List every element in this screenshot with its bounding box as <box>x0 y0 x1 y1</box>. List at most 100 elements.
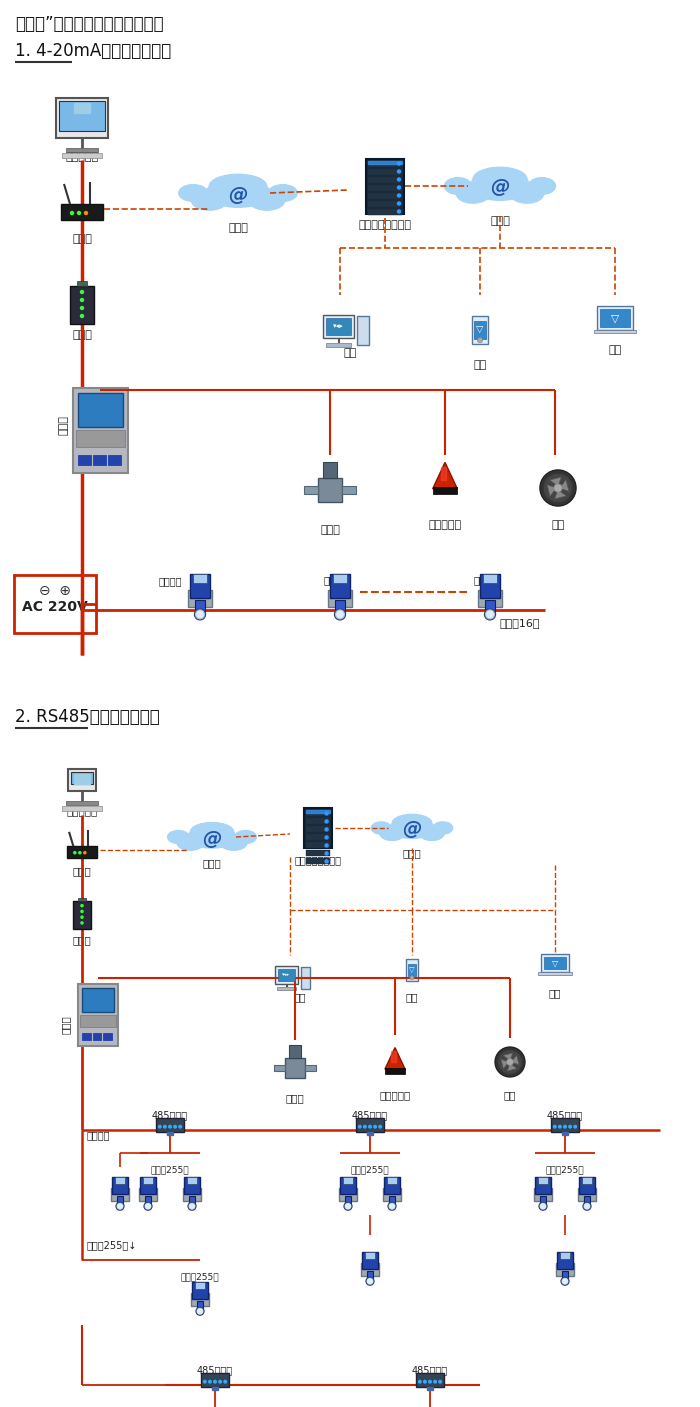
Circle shape <box>188 1202 196 1210</box>
Circle shape <box>74 851 76 854</box>
Circle shape <box>398 179 400 182</box>
Bar <box>69 770 96 791</box>
Bar <box>66 148 98 152</box>
Bar <box>318 478 342 502</box>
Circle shape <box>486 611 493 618</box>
Bar <box>387 1178 397 1183</box>
Ellipse shape <box>473 167 527 191</box>
Circle shape <box>358 1126 361 1128</box>
Circle shape <box>398 162 400 165</box>
Bar <box>368 160 402 163</box>
Text: ▽: ▽ <box>611 314 619 324</box>
Bar <box>274 1065 285 1071</box>
Circle shape <box>554 484 562 492</box>
Circle shape <box>78 211 80 214</box>
Circle shape <box>325 836 328 839</box>
Text: 通讯线: 通讯线 <box>59 415 69 435</box>
Bar <box>367 1271 374 1282</box>
Polygon shape <box>512 1055 519 1065</box>
Text: 转换器: 转换器 <box>72 331 92 340</box>
Text: @: @ <box>490 179 510 197</box>
Text: 1. 4-20mA信号连接系统图: 1. 4-20mA信号连接系统图 <box>15 42 172 61</box>
Bar <box>541 954 568 972</box>
Bar <box>108 454 120 464</box>
Bar <box>62 806 102 810</box>
Text: 485中继器: 485中继器 <box>197 1365 233 1375</box>
Bar <box>361 1263 379 1276</box>
Text: 安柏尔网络服务器: 安柏尔网络服务器 <box>295 855 342 865</box>
Bar <box>307 810 330 813</box>
Bar <box>188 1196 195 1206</box>
Circle shape <box>583 1202 591 1210</box>
Text: 可连接255台: 可连接255台 <box>351 1165 389 1173</box>
Bar <box>78 985 118 1045</box>
Text: ▾◂▸: ▾◂▸ <box>333 324 344 329</box>
Bar <box>534 1189 552 1202</box>
Bar <box>307 858 330 864</box>
Bar <box>580 1176 594 1195</box>
Bar <box>307 843 330 848</box>
Bar <box>552 1119 579 1131</box>
Bar <box>561 1271 568 1282</box>
Bar <box>485 599 495 615</box>
Text: 信号输出: 信号输出 <box>87 1130 111 1140</box>
Bar <box>276 986 296 991</box>
Bar <box>365 1252 375 1259</box>
Circle shape <box>197 611 203 618</box>
Circle shape <box>368 1279 372 1283</box>
Circle shape <box>85 211 88 214</box>
Circle shape <box>325 860 328 862</box>
Bar <box>332 574 347 582</box>
Bar <box>275 965 298 983</box>
Ellipse shape <box>177 836 204 850</box>
Circle shape <box>540 470 576 507</box>
Bar <box>139 1189 157 1202</box>
Circle shape <box>81 916 83 919</box>
Text: 终端: 终端 <box>549 988 561 998</box>
Bar <box>475 321 486 339</box>
Bar <box>115 1178 125 1183</box>
Text: 可连接255台: 可连接255台 <box>546 1165 584 1173</box>
Text: 互联网: 互联网 <box>490 217 510 227</box>
Circle shape <box>484 609 496 620</box>
Polygon shape <box>385 1048 405 1069</box>
Bar <box>561 1131 568 1135</box>
Circle shape <box>564 1126 566 1128</box>
Circle shape <box>224 1380 227 1383</box>
Bar <box>578 1189 596 1202</box>
Text: 信号输出: 信号输出 <box>473 575 497 585</box>
Circle shape <box>190 1204 195 1209</box>
Circle shape <box>561 1278 569 1286</box>
Circle shape <box>325 812 328 815</box>
Polygon shape <box>547 484 556 497</box>
Bar <box>143 1178 153 1183</box>
Bar <box>78 898 85 902</box>
Bar <box>92 454 106 464</box>
Bar <box>356 1119 384 1131</box>
Bar <box>416 1373 444 1387</box>
Bar <box>73 387 127 473</box>
Ellipse shape <box>192 191 227 210</box>
Bar <box>408 964 416 976</box>
Bar <box>340 1189 357 1202</box>
Circle shape <box>419 1380 421 1383</box>
Ellipse shape <box>528 177 556 194</box>
Bar <box>367 1131 373 1135</box>
Circle shape <box>71 211 74 214</box>
Bar <box>536 1176 550 1195</box>
Circle shape <box>164 1126 166 1128</box>
Bar <box>340 1176 356 1195</box>
Bar <box>323 461 337 478</box>
Polygon shape <box>433 463 457 488</box>
Bar <box>191 1293 209 1306</box>
Bar <box>76 431 125 447</box>
Bar <box>594 331 636 333</box>
Bar <box>389 1196 396 1206</box>
Bar <box>304 809 332 847</box>
Text: 路由器: 路由器 <box>73 865 92 877</box>
Circle shape <box>81 905 83 906</box>
Bar <box>426 1387 433 1390</box>
Bar <box>144 1196 151 1206</box>
Bar <box>104 1033 112 1040</box>
Text: 可连接255台: 可连接255台 <box>181 1272 219 1280</box>
